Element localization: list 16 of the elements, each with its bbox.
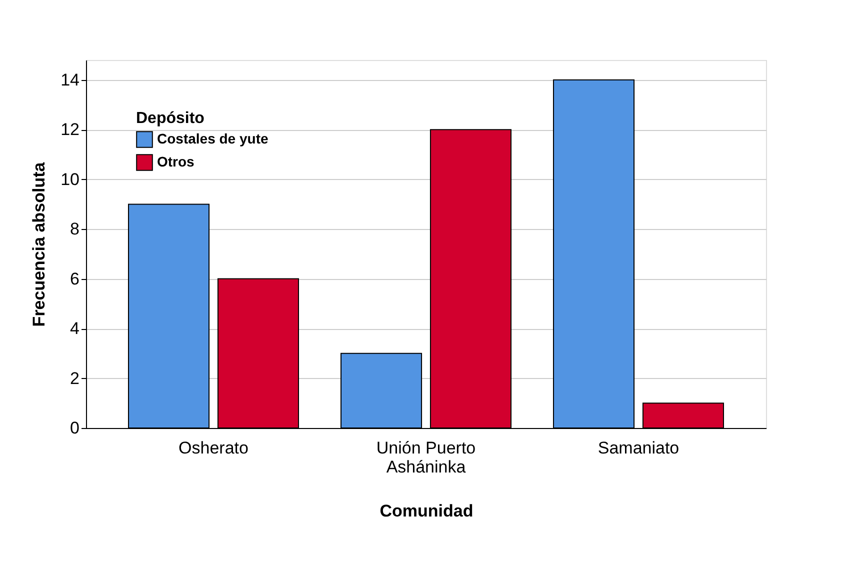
x-tick-label: Osherato: [178, 438, 248, 458]
legend-title: Depósito: [136, 110, 205, 127]
x-tick-label: Samaniato: [598, 438, 680, 458]
y-tick-label: 6: [70, 269, 80, 288]
x-axis-title: Comunidad: [380, 502, 474, 520]
legend-label: Costales de yute: [157, 130, 268, 146]
y-tick-label: 4: [70, 319, 80, 338]
y-tick-label: 0: [70, 418, 80, 438]
y-axis-title: Frecuencia absoluta: [30, 162, 49, 327]
y-tick-label: 12: [60, 120, 80, 140]
y-tick-label: 8: [70, 220, 80, 239]
y-tick-label: 10: [60, 170, 80, 189]
y-tick-label: 14: [60, 70, 80, 90]
y-tick-label: 2: [70, 368, 80, 388]
x-tick-label: Unión Puerto Asháninka: [376, 438, 476, 476]
legend-label: Otros: [157, 154, 195, 170]
